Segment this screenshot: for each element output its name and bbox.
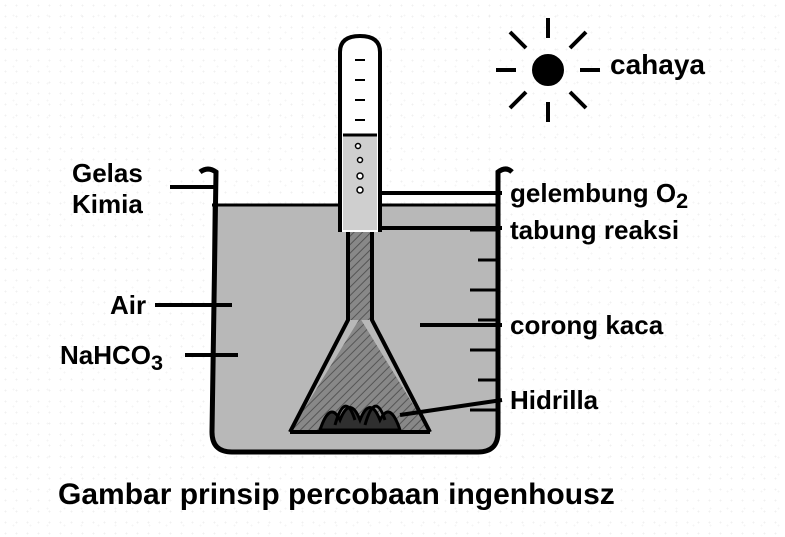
label-hidrilla: Hidrilla [510,385,598,416]
label-gelembung-o2: gelembung O2 [510,178,688,214]
label-gelas-kimia: Gelas Kimia [72,158,143,220]
diagram-caption: Gambar prinsip percobaan ingenhousz [58,478,728,512]
label-air: Air [110,290,146,321]
sun-icon [496,18,600,122]
label-nahco3: NaHCO3 [60,340,163,376]
label-tabung-reaksi: tabung reaksi [510,215,679,246]
label-gelas-kimia-line2: Kimia [72,189,143,219]
diagram-canvas: cahaya Gelas Kimia Air NaHCO3 gelembung … [0,0,785,537]
label-cahaya: cahaya [610,48,705,82]
label-corong-kaca: corong kaca [510,310,663,341]
test-tube [340,36,380,232]
label-gelas-kimia-line1: Gelas [72,158,143,188]
